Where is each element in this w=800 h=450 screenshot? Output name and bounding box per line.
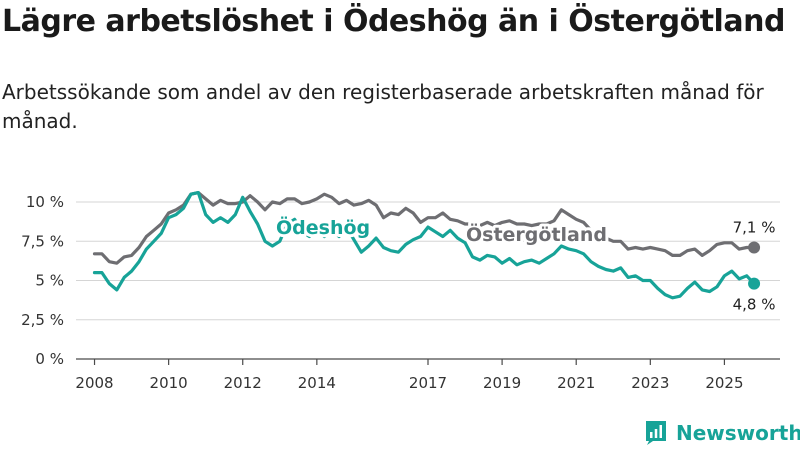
newsworthy-brand: Newsworthy	[645, 418, 800, 448]
y-tick-label: 5 %	[35, 272, 64, 290]
line-chart: 0 % 2,5 % 5 % 7,5 % 10 % 2008 2010 2012 2014 2017…	[21, 191, 780, 392]
ostergotland-series-line	[92, 191, 756, 265]
x-tick-label: 2017	[409, 374, 447, 392]
ostergotland-end-value-label: 7,1 %	[733, 219, 776, 237]
odeshog-end-marker	[748, 277, 761, 290]
odeshog-series-line	[92, 191, 756, 300]
odeshog-series-label: Ödeshög	[276, 215, 370, 239]
x-tick-label: 2012	[224, 374, 262, 392]
ostergotland-series-label: Östergötland	[466, 222, 607, 246]
brand-name: Newsworthy	[676, 421, 800, 445]
odeshog-end-value-label: 4,8 %	[733, 296, 776, 314]
newsworthy-logo-icon	[646, 421, 666, 445]
y-tick-label: 10 %	[26, 193, 64, 211]
y-tick-label: 0 %	[35, 350, 64, 368]
x-tick-label: 2019	[483, 374, 521, 392]
chart-subtitle: Arbetssökande som andel av den registerb…	[2, 80, 764, 133]
x-tick-label: 2010	[150, 374, 188, 392]
ostergotland-end-marker	[748, 241, 761, 254]
x-tick-label: 2014	[298, 374, 336, 392]
chart-title: Lägre arbetslöshet i Ödeshög än i Österg…	[2, 4, 785, 39]
x-tick-label: 2021	[557, 374, 595, 392]
y-tick-label: 2,5 %	[21, 311, 64, 329]
x-tick-label: 2025	[705, 374, 743, 392]
x-tick-label: 2008	[75, 374, 113, 392]
x-tick-label: 2023	[631, 374, 669, 392]
y-tick-label: 7,5 %	[21, 232, 64, 250]
